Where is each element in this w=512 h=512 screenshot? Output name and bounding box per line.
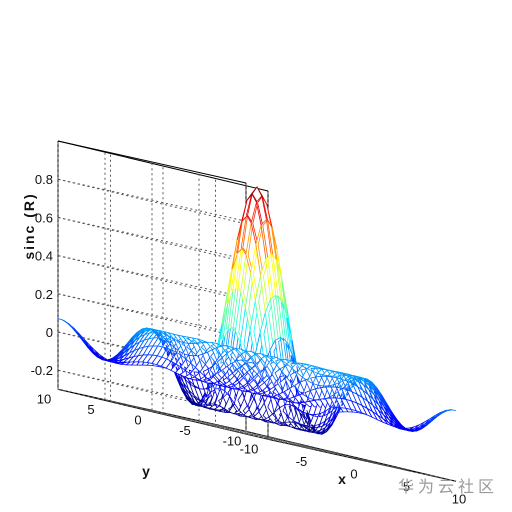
y-gridline bbox=[151, 409, 363, 461]
z-tick-label: -0.2 bbox=[31, 363, 53, 378]
z-axis-label: sinc (R) bbox=[21, 192, 37, 259]
z-gridline bbox=[57, 369, 247, 413]
watermark: 华为云社区 bbox=[398, 477, 498, 496]
z-gridline bbox=[57, 255, 247, 299]
y-axis-label: y bbox=[142, 463, 150, 479]
z-gridline bbox=[57, 178, 269, 230]
z-tick-label: 0.2 bbox=[35, 287, 53, 302]
y-tick-label: -5 bbox=[179, 423, 191, 438]
x-axis-label: x bbox=[338, 471, 346, 487]
surface-mesh bbox=[57, 186, 457, 435]
z-tick-label: 0.4 bbox=[35, 249, 53, 264]
z-gridline bbox=[57, 216, 269, 268]
y-tick-label: 0 bbox=[134, 412, 141, 427]
y-tick-labels: -10 -5 0 5 10 bbox=[37, 391, 242, 448]
mesh-cell bbox=[446, 409, 457, 412]
y-gridline bbox=[198, 420, 410, 472]
y-tick-label: 5 bbox=[87, 402, 94, 417]
z-tick-labels: -0.2 0 0.2 0.4 0.6 0.8 bbox=[31, 172, 53, 378]
y-gridline bbox=[245, 430, 457, 482]
x-tick-labels: -10 -5 0 5 10 bbox=[240, 441, 467, 506]
y-tick-label: -10 bbox=[223, 433, 242, 448]
z-gridline bbox=[57, 255, 269, 307]
x-tick-label: -10 bbox=[240, 441, 259, 456]
y-tick-label: 10 bbox=[37, 391, 51, 406]
z-tick-label: 0.8 bbox=[35, 172, 53, 187]
y-gridline bbox=[104, 399, 316, 451]
z-tick-label: 0.6 bbox=[35, 210, 53, 225]
z-gridline bbox=[57, 293, 269, 345]
axis-edge bbox=[57, 140, 269, 192]
z-gridline bbox=[57, 331, 269, 383]
x-tick-label: 10 bbox=[452, 491, 466, 506]
x-tick-label: 5 bbox=[403, 479, 410, 494]
x-tick-label: 0 bbox=[350, 466, 357, 481]
z-tick-label: 0 bbox=[46, 325, 53, 340]
x-tick-label: -5 bbox=[296, 454, 308, 469]
axis-edge bbox=[57, 140, 247, 184]
z-gridline bbox=[57, 369, 269, 421]
y-gridline bbox=[57, 388, 269, 440]
